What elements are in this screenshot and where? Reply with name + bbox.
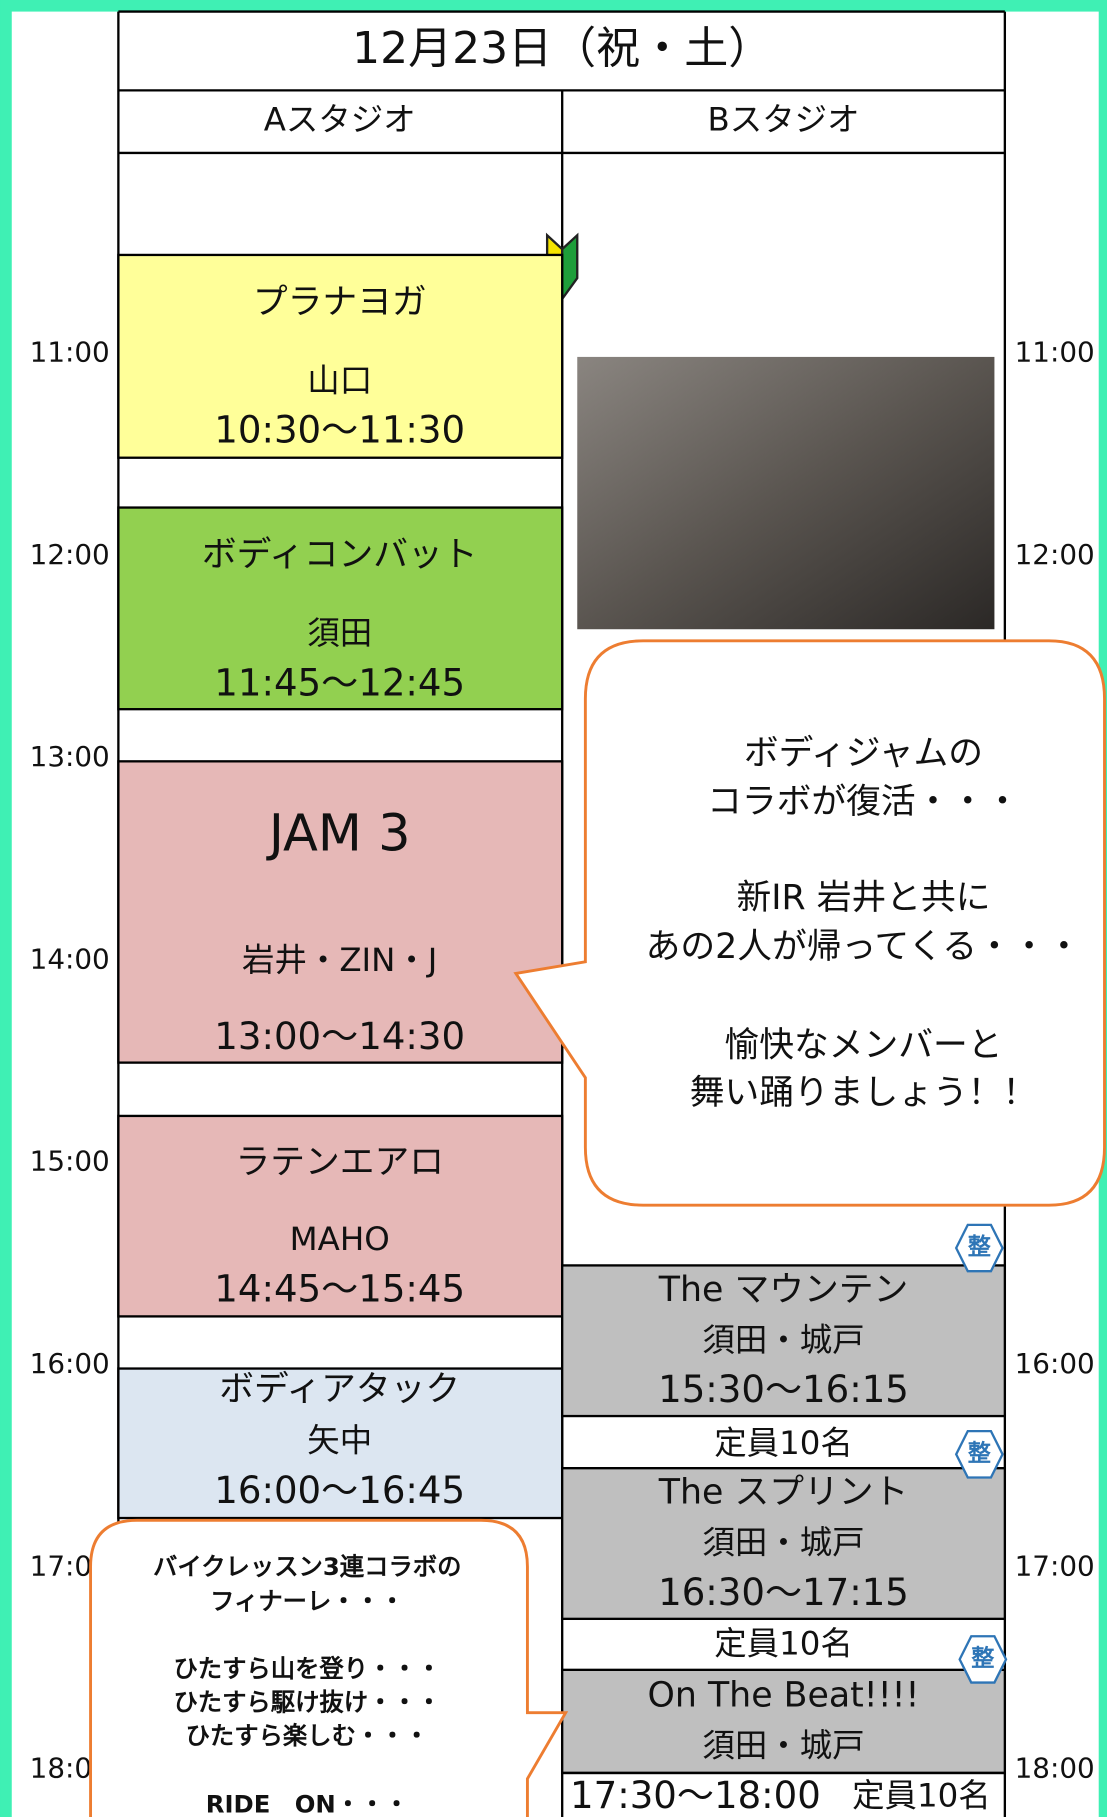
- instructor: MAHO: [290, 1220, 390, 1258]
- class-block: [117, 1367, 564, 1520]
- instructor: 須田: [307, 614, 372, 652]
- class-block: [117, 1114, 564, 1318]
- badge-shape: [954, 1429, 1004, 1479]
- callout-text: バイクレッスン3連コラボの: [153, 1552, 461, 1581]
- instructor: 山口: [307, 361, 372, 399]
- class-time: 11:45～12:45: [214, 661, 465, 704]
- time-label: 11:00: [1015, 335, 1095, 368]
- time-label: 11:00: [30, 335, 110, 368]
- badge-shape: [958, 1635, 1008, 1684]
- time-label: 12:00: [30, 538, 110, 571]
- time-label: 17:00: [1015, 1549, 1095, 1582]
- class-time: 16:30～17:15: [658, 1571, 909, 1614]
- instructor: 矢中: [307, 1422, 372, 1460]
- class-block: [117, 760, 564, 1064]
- class-name: The マウンテン: [658, 1270, 908, 1310]
- class-block: [117, 253, 564, 459]
- time-label: 15:00: [30, 1145, 110, 1178]
- photo: [577, 356, 995, 630]
- class-block: [561, 1668, 1007, 1775]
- badge: 整: [968, 1234, 992, 1261]
- class-name: On The Beat!!!!: [648, 1675, 920, 1715]
- instructor: 須田・城戸: [702, 1321, 864, 1359]
- callout-text: ひたすら楽しむ・・・: [186, 1721, 429, 1750]
- class-block: [561, 1467, 1007, 1621]
- class-time: 16:00～16:45: [214, 1469, 465, 1512]
- class-name: ボディアタック: [219, 1370, 460, 1410]
- capacity: 定員10名: [714, 1424, 853, 1462]
- class-name: ラテンエアロ: [235, 1142, 444, 1182]
- class-time: 13:00～14:30: [214, 1015, 465, 1058]
- callout-text: 新IR 岩井と共に: [737, 878, 991, 918]
- callout-text: ボディジャムの: [744, 733, 983, 773]
- instructor: 岩井・ZIN・J: [242, 941, 437, 979]
- class-block: [561, 1264, 1007, 1418]
- callout-text: RIDE ON・・・: [206, 1789, 409, 1817]
- class-time: 17:30～18:00: [570, 1774, 821, 1817]
- badge: 整: [971, 1645, 995, 1672]
- capacity: 定員10名: [852, 1776, 991, 1814]
- studio-header: Bスタジオ: [708, 101, 860, 139]
- badge: 整: [968, 1440, 992, 1467]
- callout-bubble: [89, 1518, 569, 1817]
- time-label: 12:00: [1015, 538, 1095, 571]
- class-time: 10:30～11:30: [214, 409, 465, 452]
- class-block: [117, 506, 564, 711]
- callout-text: 舞い踊りましょう！！: [690, 1073, 1038, 1113]
- class-name: JAM 3: [266, 805, 411, 864]
- time-label: 14:00: [30, 942, 110, 975]
- date-header: 12月23日（祝・土）: [352, 23, 772, 74]
- callout-text: あの2人が帰ってくる・・・: [646, 927, 1082, 967]
- callout-text: コラボが復活・・・: [707, 782, 1020, 822]
- class-name: ボディコンバット: [202, 535, 478, 575]
- capacity: 定員10名: [714, 1624, 853, 1662]
- instructor: 須田・城戸: [702, 1524, 864, 1562]
- class-time: 15:30～16:15: [658, 1368, 909, 1411]
- callout-text: 愉快なメンバーと: [724, 1025, 1002, 1065]
- studio-header: Aスタジオ: [264, 101, 416, 139]
- class-time: 14:45～15:45: [214, 1267, 465, 1310]
- badge-shape: [954, 1223, 1004, 1273]
- time-label: 16:00: [30, 1347, 110, 1380]
- callout-text: ひたすら駆け抜け・・・: [173, 1687, 441, 1716]
- instructor: 須田・城戸: [702, 1726, 864, 1764]
- callout-bubble: [513, 639, 1106, 1207]
- callout-text: ひたすら山を登り・・・: [173, 1654, 441, 1683]
- time-label: 13:00: [30, 740, 110, 773]
- class-name: プラナヨガ: [253, 283, 427, 323]
- time-label: 16:00: [1015, 1347, 1095, 1380]
- callout-text: フィナーレ・・・: [210, 1587, 404, 1616]
- class-name: The スプリント: [658, 1473, 908, 1513]
- time-label: 18:00: [1015, 1752, 1095, 1785]
